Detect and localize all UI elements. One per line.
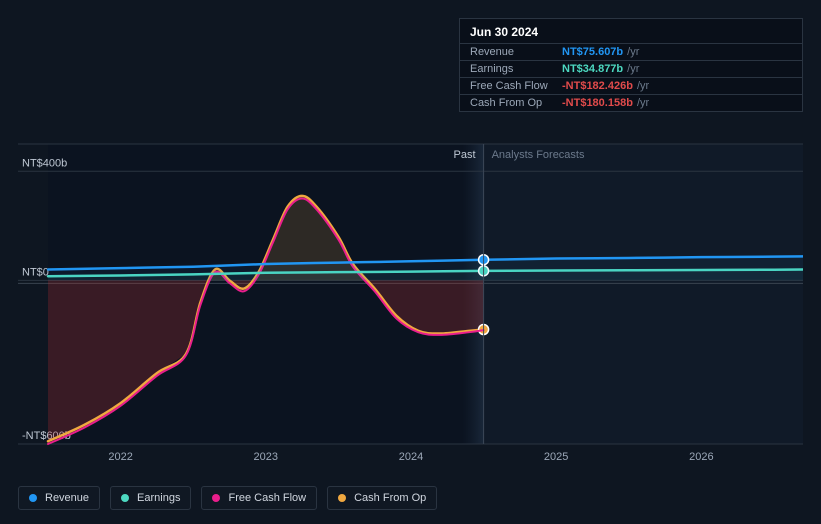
legend-dot-icon	[29, 494, 37, 502]
tooltip-value: NT$34.877b	[562, 63, 623, 75]
chart-tooltip: Jun 30 2024 RevenueNT$75.607b/yrEarnings…	[459, 18, 803, 112]
legend-label: Cash From Op	[354, 492, 426, 504]
tooltip-value: NT$75.607b	[562, 46, 623, 58]
y-axis-label: NT$0	[22, 266, 49, 278]
legend-label: Free Cash Flow	[228, 492, 306, 504]
tooltip-row: RevenueNT$75.607b/yr	[460, 43, 802, 60]
legend-dot-icon	[212, 494, 220, 502]
tooltip-label: Cash From Op	[470, 97, 562, 109]
tooltip-label: Free Cash Flow	[470, 80, 562, 92]
tooltip-rows: RevenueNT$75.607b/yrEarningsNT$34.877b/y…	[460, 43, 802, 111]
legend-dot-icon	[121, 494, 129, 502]
x-axis-label: 2023	[254, 451, 278, 463]
tooltip-suffix: /yr	[627, 63, 639, 75]
zone-label-past: Past	[454, 149, 476, 161]
y-axis-label: NT$400b	[22, 157, 67, 169]
x-axis-label: 2024	[399, 451, 423, 463]
tooltip-suffix: /yr	[637, 80, 649, 92]
legend-dot-icon	[338, 494, 346, 502]
tooltip-label: Revenue	[470, 46, 562, 58]
legend-item-earnings[interactable]: Earnings	[110, 486, 191, 510]
tooltip-value: -NT$180.158b	[562, 97, 633, 109]
x-axis-label: 2025	[544, 451, 568, 463]
legend-label: Earnings	[137, 492, 180, 504]
legend-label: Revenue	[45, 492, 89, 504]
chart-container: Jun 30 2024 RevenueNT$75.607b/yrEarnings…	[0, 0, 821, 524]
legend-item-fcf[interactable]: Free Cash Flow	[201, 486, 317, 510]
tooltip-label: Earnings	[470, 63, 562, 75]
legend-item-revenue[interactable]: Revenue	[18, 486, 100, 510]
legend: Revenue Earnings Free Cash Flow Cash From O…	[18, 486, 437, 510]
zone-label-forecast: Analysts Forecasts	[492, 149, 585, 161]
tooltip-title: Jun 30 2024	[460, 25, 802, 43]
tooltip-row: EarningsNT$34.877b/yr	[460, 60, 802, 77]
tooltip-suffix: /yr	[637, 97, 649, 109]
x-axis-label: 2022	[108, 451, 132, 463]
tooltip-suffix: /yr	[627, 46, 639, 58]
tooltip-row: Free Cash Flow-NT$182.426b/yr	[460, 77, 802, 94]
legend-item-cfo[interactable]: Cash From Op	[327, 486, 437, 510]
x-axis-label: 2026	[689, 451, 713, 463]
tooltip-value: -NT$182.426b	[562, 80, 633, 92]
tooltip-row: Cash From Op-NT$180.158b/yr	[460, 94, 802, 111]
